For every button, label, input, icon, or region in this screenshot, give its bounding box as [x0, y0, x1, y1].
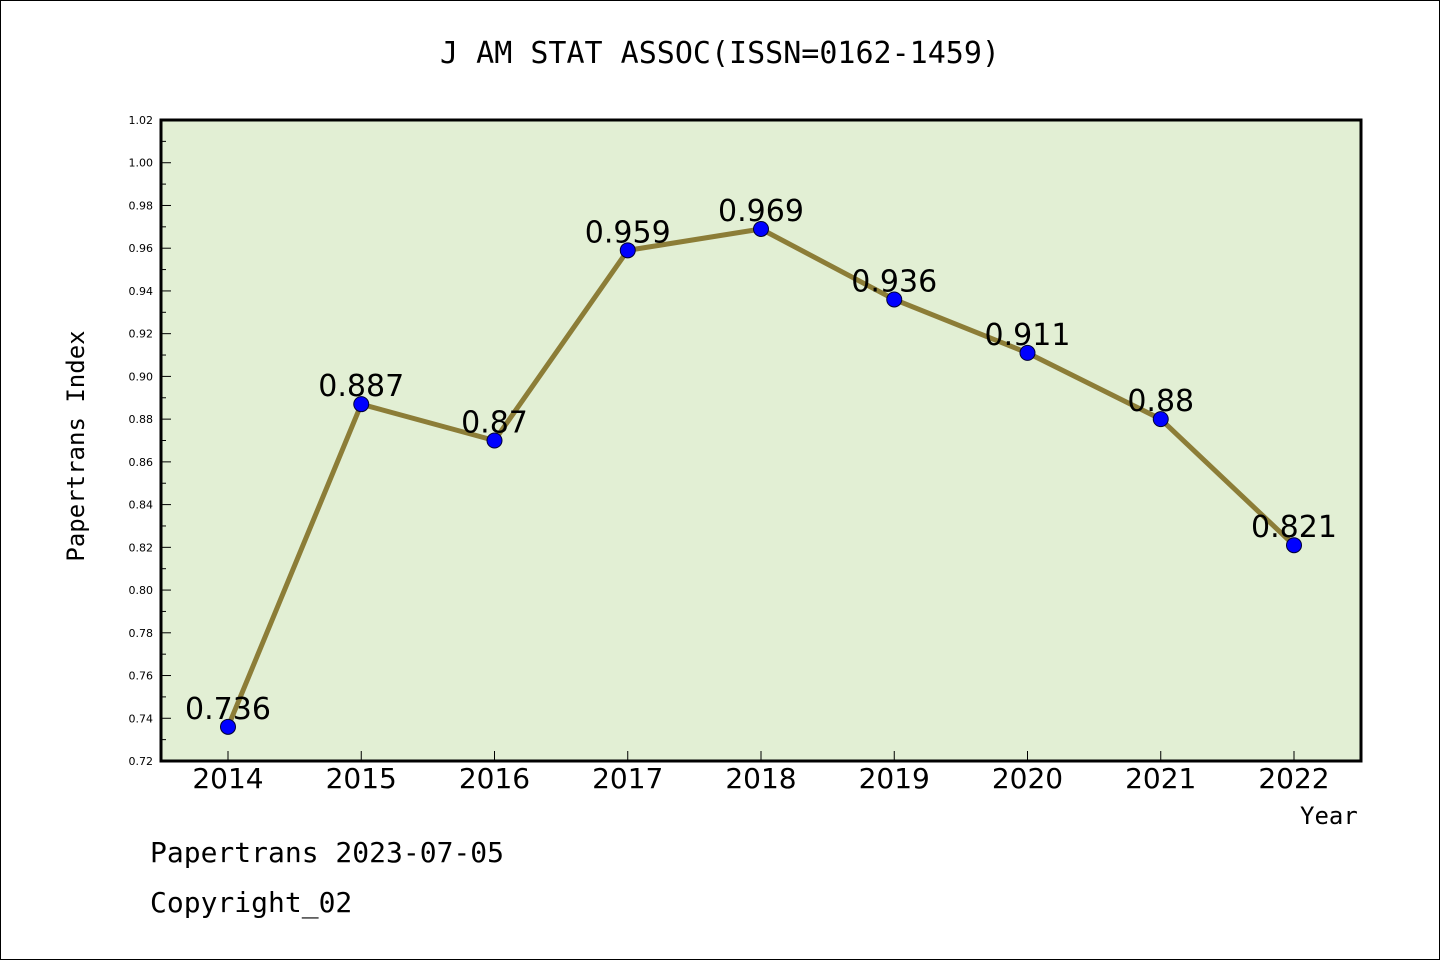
data-label: 0.969 [718, 194, 804, 229]
plot-border [159, 118, 1363, 763]
data-point [220, 718, 236, 735]
y-tick-label: 0.92 [129, 328, 154, 341]
data-point [353, 396, 370, 413]
x-tick-label: 2015 [326, 762, 397, 795]
y-tick-label: 0.78 [129, 627, 154, 640]
data-point [1286, 537, 1302, 554]
data-label: 0.887 [318, 369, 404, 404]
y-tick-label: 0.98 [129, 199, 154, 212]
data-point [886, 291, 903, 308]
y-tick-label: 0.80 [129, 584, 154, 597]
y-tick-label: 0.94 [129, 285, 154, 298]
data-label: 0.821 [1251, 510, 1337, 545]
data-label: 0.959 [585, 215, 671, 250]
y-tick-label: 0.76 [129, 670, 154, 683]
data-label: 0.736 [185, 692, 271, 727]
data-point [619, 242, 636, 259]
y-tick-label: 0.96 [129, 242, 154, 255]
data-label: 0.87 [461, 406, 528, 441]
y-tick-label: 0.82 [129, 541, 154, 554]
x-tick-label: 2016 [459, 762, 530, 795]
data-label: 0.911 [985, 318, 1071, 353]
x-tick-label: 2014 [192, 762, 263, 795]
y-tick-label: 1.00 [129, 157, 154, 170]
data-point [486, 432, 503, 449]
footer-date: Papertrans 2023-07-05 [150, 836, 505, 869]
y-tick-label: 0.74 [129, 712, 154, 725]
x-tick-label: 2019 [859, 762, 930, 795]
data-point [1152, 411, 1169, 428]
x-tick-label: 2022 [1258, 762, 1329, 795]
y-tick-label: 0.88 [129, 413, 154, 426]
y-tick-label: 0.84 [129, 499, 154, 512]
footer-copyright: Copyright_02 [150, 886, 353, 919]
x-tick-label: 2021 [1125, 762, 1196, 795]
data-point [753, 220, 769, 237]
chart-title: J AM STAT ASSOC(ISSN=0162-1459) [440, 36, 1000, 71]
y-tick-label: 0.90 [129, 370, 154, 383]
data-label: 0.936 [851, 264, 937, 299]
x-tick-label: 2017 [592, 762, 663, 795]
x-tick-label: 2018 [725, 762, 796, 795]
y-tick-label: 1.02 [129, 114, 154, 127]
y-tick-label: 0.86 [129, 456, 154, 469]
x-axis-label: Year [1300, 802, 1358, 830]
data-point [1019, 344, 1036, 361]
data-label: 0.88 [1127, 384, 1194, 419]
x-tick-label: 2020 [992, 762, 1063, 795]
y-tick-label: 0.72 [129, 755, 154, 768]
